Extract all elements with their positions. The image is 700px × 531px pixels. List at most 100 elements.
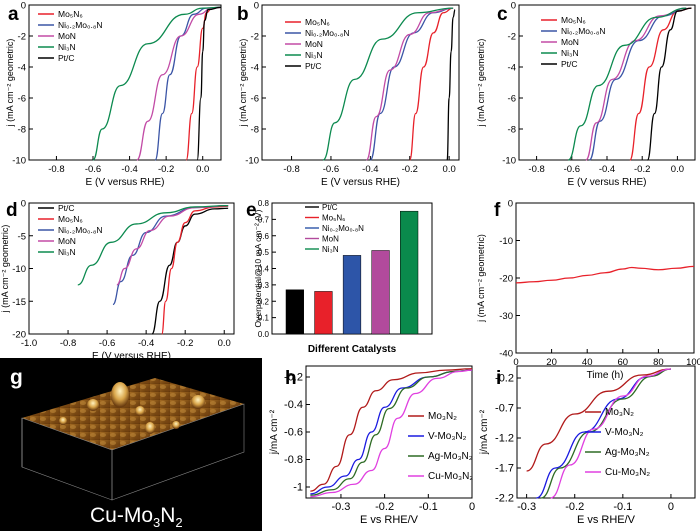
x-tick-label: -0.3 [517, 501, 536, 513]
legend-label: Ni₃N [305, 50, 323, 60]
afm-peak [191, 395, 205, 409]
legend-label: Ag-Mo₃N₂ [428, 451, 473, 462]
bar-1 [285, 289, 304, 335]
y-tick-label: -15 [12, 297, 26, 308]
y-tick-label: 0 [508, 199, 513, 210]
series-line-3 [112, 204, 229, 306]
y-axis-label: j (mA cm⁻² geometric) [5, 39, 15, 128]
x-tick-label: -0.4 [121, 164, 137, 175]
series-line-3 [310, 369, 473, 496]
series-line-5 [446, 9, 456, 161]
x-tick-label: -0.3 [331, 501, 350, 513]
legend-label: MoN [305, 39, 323, 49]
legend-label: Mo₅N₆ [561, 15, 586, 25]
legend-label: Pt/C [561, 59, 578, 69]
x-tick-label: -0.8 [48, 164, 64, 175]
x-tick-label: -0.2 [177, 338, 193, 349]
x-tick-label: 0.0 [196, 164, 209, 175]
x-tick-label: -0.2 [565, 501, 584, 513]
y-axis-label: j (mA cm⁻² geometric) [0, 225, 10, 314]
bar-4 [371, 250, 390, 335]
panel-label: a [8, 4, 19, 25]
series-line-4 [310, 369, 473, 498]
x-tick-label: -0.4 [138, 338, 154, 349]
x-tick-label: 0.0 [443, 164, 456, 175]
afm-panel: g Cu-Mo3N2 [0, 358, 262, 531]
legend-label: Pt/C [58, 203, 75, 213]
y-tick-label: -10 [499, 236, 513, 247]
bar-5 [400, 210, 419, 335]
y-tick-label: 0.7 [258, 215, 270, 224]
x-tick-label: -0.2 [634, 164, 650, 175]
panel-label: d [6, 200, 18, 221]
y-tick-label: 0 [21, 199, 26, 210]
series-line-4 [567, 7, 687, 161]
plot-frame [518, 4, 696, 161]
y-tick-label: -8 [508, 125, 516, 136]
y-tick-label: -6 [508, 94, 516, 105]
y-tick-label: 0.5 [258, 248, 270, 257]
y-tick-label: 0.8 [258, 199, 270, 208]
chart-panel-d: d -1.0 -0.8 -0.6 -0.4 -0.2 0.0 0 -5 -10 -15 -20 E (V… [0, 199, 235, 362]
y-tick-label: -20 [499, 274, 513, 285]
x-axis-label: E vs RHE/V [577, 514, 636, 526]
x-tick-label: 20 [546, 357, 557, 368]
legend-label: Ni₀.₂Mo₀.₈N [58, 20, 103, 30]
y-tick-label: 0.2 [258, 297, 270, 306]
series-line-3 [136, 6, 222, 161]
plot-frame [515, 202, 695, 354]
bar-2 [314, 291, 333, 335]
x-tick-label: -0.2 [375, 501, 394, 513]
y-tick-label: 0 [21, 1, 26, 12]
legend-label: MoN [58, 31, 76, 41]
y-axis-label: j (mA cm⁻² geometric) [476, 234, 486, 323]
y-tick-label: -2.2 [495, 493, 514, 505]
y-tick-label: -0.6 [284, 427, 303, 439]
y-tick-label: -1 [293, 482, 303, 494]
legend-label: MoN [561, 37, 579, 47]
panel-label: b [237, 4, 249, 25]
y-axis-label: j (mA cm⁻² geometric) [238, 39, 248, 128]
legend-label: Ni₀.₂Mo₀.₈N [322, 224, 364, 233]
y-tick-label: -2 [508, 32, 516, 43]
afm-peak [111, 382, 129, 408]
x-tick-label: 80 [653, 357, 664, 368]
series-line-1 [526, 368, 671, 472]
series-line-4 [116, 204, 229, 286]
series-line-5 [196, 6, 222, 161]
y-tick-label: 0 [511, 1, 516, 12]
x-tick-label: -0.2 [402, 164, 418, 175]
x-tick-label: -0.1 [613, 501, 632, 513]
afm-peak [59, 417, 67, 425]
y-tick-label: -20 [12, 330, 26, 341]
series-line-5 [77, 204, 229, 286]
series-line-4 [92, 6, 222, 161]
afm-peak [172, 421, 180, 429]
legend-label: MoN [322, 235, 339, 244]
x-axis-label: Time (h) [587, 370, 624, 381]
y-tick-label: -8 [18, 125, 26, 136]
y-tick-label: -8 [251, 125, 259, 136]
legend-label: Ni₃N [561, 48, 579, 58]
legend-label: Ni₀.₂Mo₀.₈N [561, 26, 606, 36]
x-tick-label: 0.0 [671, 164, 684, 175]
legend-label: V-Mo₃N₂ [605, 427, 644, 438]
legend-label: V-Mo₃N₂ [428, 431, 467, 442]
series-line-1 [629, 7, 692, 161]
legend-label: Pt/C [322, 203, 338, 212]
panel-label: i [496, 368, 501, 389]
x-tick-label: -1.0 [21, 338, 37, 349]
y-tick-label: -30 [499, 311, 513, 322]
chart-panel-b: b -0.8 -0.6 -0.4 -0.2 0.0 0 -2 -4 -6 -8 -10 E (V ver… [237, 1, 460, 188]
x-tick-label: -0.4 [362, 164, 378, 175]
legend-label: Mo₅N₆ [58, 214, 83, 224]
x-tick-label: 0.0 [218, 338, 231, 349]
panel-label-g: g [10, 366, 23, 389]
series-line-1 [515, 265, 695, 284]
afm-caption: Cu-Mo3N2 [90, 504, 183, 530]
y-tick-label: -10 [245, 156, 259, 167]
legend-label: Mo₅N₆ [305, 17, 330, 27]
